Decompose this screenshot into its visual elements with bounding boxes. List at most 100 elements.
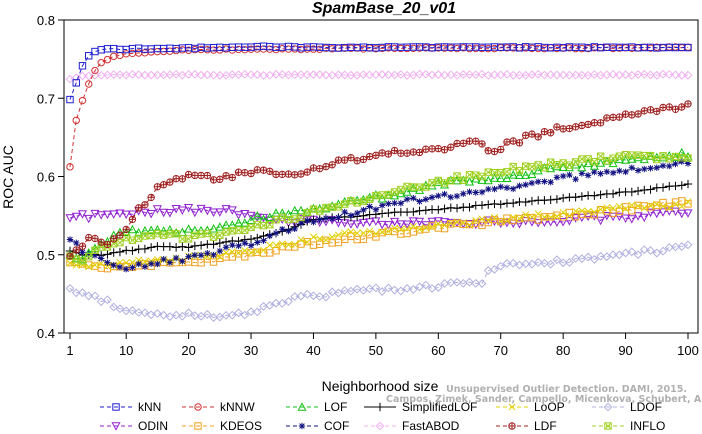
- point-ldof-66: [471, 278, 481, 288]
- point-inflo-28: [234, 226, 243, 234]
- series-line-loop: [69, 201, 689, 268]
- series-ldf: [66, 100, 692, 260]
- point-cof-58: [422, 196, 430, 203]
- point-inflo-46: [347, 197, 355, 205]
- point-ldf-18: [172, 175, 180, 182]
- point-fastabod-50: [371, 70, 381, 80]
- point-cof-16: [160, 255, 167, 263]
- point-lof-21: [190, 225, 200, 235]
- point-loop-30: [247, 249, 255, 257]
- point-loop-99: [678, 202, 686, 210]
- point-fastabod-12: [134, 70, 144, 80]
- legend-item-ldf: LDF: [496, 419, 557, 433]
- point-fastabod-46: [346, 70, 356, 80]
- point-inflo-92: [634, 151, 642, 159]
- point-odin-6: [96, 211, 106, 220]
- point-inflo-3: [78, 257, 87, 265]
- point-ldf-43: [328, 161, 336, 168]
- point-fastabod-62: [446, 70, 456, 80]
- point-loop-97: [665, 204, 673, 212]
- point-ldf-93: [641, 107, 648, 115]
- x-tick-label-4: 40: [306, 343, 320, 358]
- point-lof-76: [533, 165, 543, 175]
- point-inflo-95: [653, 155, 661, 164]
- point-cof-19: [179, 258, 186, 265]
- point-ldf-87: [603, 114, 611, 122]
- point-loop-37: [291, 240, 299, 249]
- point-simplifiedlof-91: [627, 187, 637, 197]
- point-ldof-23: [202, 309, 212, 319]
- point-ldf-7: [104, 241, 111, 248]
- point-loop-29: [241, 247, 249, 255]
- point-inflo-54: [397, 185, 405, 194]
- point-knnw-3: [78, 96, 87, 105]
- point-ldf-70: [497, 146, 504, 153]
- chart-title: SpamBase_20_v01: [312, 0, 456, 17]
- point-ldf-96: [659, 104, 667, 111]
- point-simplifiedlof-79: [552, 195, 562, 204]
- point-inflo-21: [191, 231, 199, 239]
- point-cof-42: [322, 214, 330, 222]
- point-loop-67: [478, 215, 486, 223]
- point-odin-91: [627, 215, 637, 224]
- point-ldof-18: [171, 310, 181, 320]
- point-loop-40: [309, 233, 318, 241]
- point-cof-99: [678, 158, 685, 165]
- point-lof-13: [140, 225, 150, 235]
- point-inflo-31: [253, 221, 261, 229]
- point-inflo-10: [122, 234, 130, 242]
- point-ldof-34: [271, 298, 281, 308]
- point-fastabod-88: [608, 69, 618, 79]
- point-knnw-7: [103, 55, 112, 64]
- point-fastabod-37: [290, 70, 300, 80]
- point-loop-83: [578, 207, 586, 215]
- point-simplifiedlof-100: [683, 179, 693, 189]
- point-ldof-88: [608, 250, 618, 260]
- point-knnw-2: [72, 116, 80, 125]
- y-tick-label-1: 0.5: [37, 248, 55, 263]
- point-cof-36: [285, 227, 292, 235]
- y-tick-label-4: 0.8: [37, 13, 55, 28]
- point-cof-89: [616, 167, 623, 175]
- point-odin-80: [558, 218, 568, 227]
- point-simplifiedlof-8: [109, 248, 118, 257]
- point-kdeos-80: [559, 213, 567, 221]
- point-inflo-72: [509, 163, 517, 171]
- point-ldof-72: [508, 258, 518, 268]
- point-simplifiedlof-20: [184, 243, 193, 252]
- point-loop-86: [597, 205, 605, 214]
- point-loop-51: [378, 228, 386, 236]
- legend-item-knn: kNN: [100, 400, 161, 414]
- point-cof-61: [441, 190, 448, 198]
- point-ldf-82: [572, 123, 579, 131]
- point-odin-25: [215, 208, 225, 217]
- point-ldf-58: [422, 146, 430, 153]
- point-loop-74: [522, 211, 530, 219]
- point-ldf-31: [254, 166, 261, 174]
- point-fastabod-14: [146, 70, 156, 80]
- y-tick-label-2: 0.6: [37, 170, 55, 185]
- point-loop-81: [565, 212, 573, 220]
- point-loop-88: [609, 204, 617, 212]
- series-fastabod: [65, 69, 693, 84]
- point-loop-63: [453, 218, 461, 226]
- point-ldof-30: [246, 307, 256, 317]
- point-odin-93: [639, 213, 649, 223]
- point-loop-87: [603, 204, 611, 212]
- point-lof-16: [159, 226, 169, 235]
- point-inflo-62: [447, 177, 455, 185]
- point-loop-85: [590, 208, 598, 216]
- legend-marker: [111, 422, 121, 431]
- point-loop-70: [497, 217, 505, 225]
- point-fastabod-3: [78, 71, 87, 81]
- point-simplifiedlof-17: [165, 242, 175, 251]
- point-ldf-59: [428, 145, 436, 153]
- point-ldf-39: [304, 168, 311, 176]
- point-knnw-10: [122, 50, 130, 58]
- legend-item-ldof: LDOF: [592, 400, 662, 414]
- point-ldof-39: [302, 289, 312, 299]
- point-ldof-86: [596, 251, 606, 261]
- point-inflo-44: [334, 203, 342, 211]
- point-ldof-37: [290, 292, 300, 301]
- point-fastabod-35: [277, 70, 287, 79]
